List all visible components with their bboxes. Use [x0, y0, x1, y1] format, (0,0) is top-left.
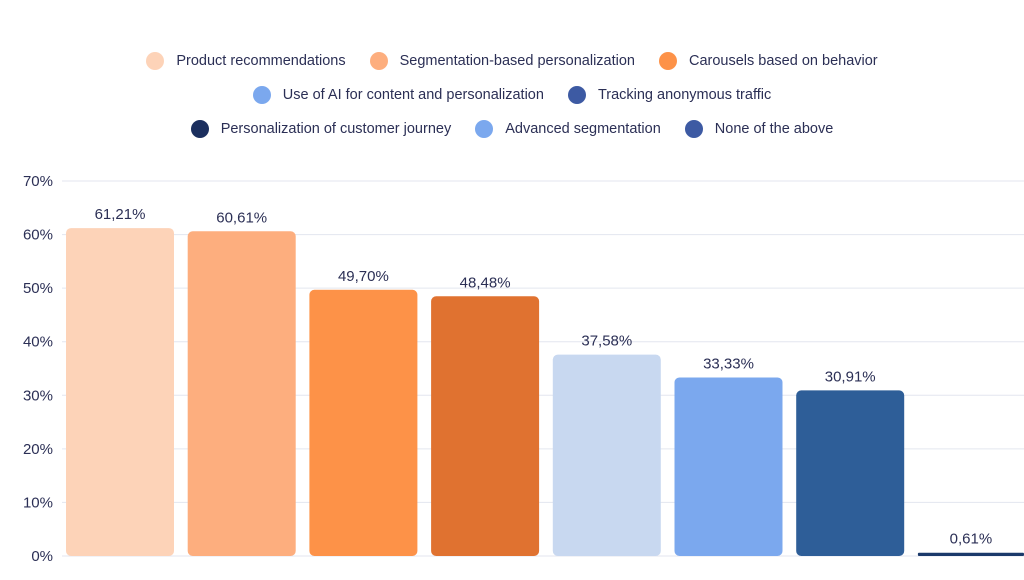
y-tick-label: 70%: [23, 173, 53, 190]
bar-value-label: 30,91%: [825, 368, 876, 385]
legend-item: Product recommendations: [146, 52, 346, 70]
legend-swatch: [475, 120, 494, 138]
y-tick-label: 0%: [31, 548, 53, 565]
legend-label: None of the above: [714, 121, 834, 137]
y-tick-label: 20%: [23, 441, 53, 458]
legend-label: Tracking anonymous traffic: [597, 87, 772, 103]
legend-label: Product recommendations: [176, 53, 346, 69]
bar-value-label: 60,61%: [216, 209, 267, 226]
legend-swatch: [659, 52, 677, 70]
data-labels: 61,21% 60,61% 49,70% 48,48% 37,58% 33,33% 30,9…: [95, 206, 993, 548]
legend-swatch: [684, 120, 703, 138]
bar: [552, 354, 661, 556]
y-tick-label: 50%: [23, 280, 53, 297]
bar-value-label: 61,21%: [95, 206, 146, 223]
legend-item: Advanced segmentation: [475, 120, 661, 138]
bars: [66, 228, 1024, 556]
legend-label: Advanced segmentation: [505, 121, 661, 137]
bar: [187, 231, 296, 556]
bar: [796, 390, 905, 556]
bar: [431, 296, 540, 556]
legend-label: Use of AI for content and personalizatio…: [282, 87, 544, 103]
bar-value-label: 37,58%: [581, 333, 632, 350]
legend-swatch: [146, 52, 165, 70]
legend-item: Use of AI for content and personalizatio…: [252, 86, 544, 104]
legend: Product recommendations Segmentation-base…: [0, 44, 1024, 146]
legend-swatch: [252, 86, 271, 104]
legend-item: Carousels based on behavior: [659, 52, 878, 70]
bar: [674, 377, 783, 556]
legend-label: Carousels based on behavior: [689, 53, 878, 69]
legend-row: Product recommendations Segmentation-base…: [0, 44, 1024, 78]
legend-swatch: [567, 86, 586, 104]
legend-swatch: [190, 120, 209, 138]
y-axis: 0% 10% 20% 30% 40% 50% 60% 70%: [23, 173, 53, 565]
bar-value-label: 49,70%: [338, 268, 389, 285]
y-tick-label: 60%: [23, 227, 53, 244]
legend-item: Personalization of customer journey: [190, 120, 452, 138]
legend-swatch: [369, 52, 388, 70]
bar: [917, 552, 1024, 556]
y-tick-label: 10%: [23, 494, 53, 511]
legend-row: Use of AI for content and personalizatio…: [0, 78, 1024, 112]
bar-value-label: 48,48%: [460, 274, 511, 291]
bar-value-label: 33,33%: [703, 355, 754, 372]
legend-item: Segmentation-based personalization: [369, 52, 635, 70]
legend-item: Tracking anonymous traffic: [567, 86, 772, 104]
bar-value-label: 0,61%: [950, 531, 993, 548]
y-tick-label: 30%: [23, 387, 53, 404]
legend-item: None of the above: [684, 120, 834, 138]
bar: [66, 228, 174, 556]
legend-label: Personalization of customer journey: [220, 121, 452, 137]
legend-label: Segmentation-based personalization: [399, 53, 635, 69]
y-tick-label: 40%: [23, 334, 53, 351]
legend-row: Personalization of customer journey Advan…: [0, 112, 1024, 146]
bar: [309, 289, 418, 556]
